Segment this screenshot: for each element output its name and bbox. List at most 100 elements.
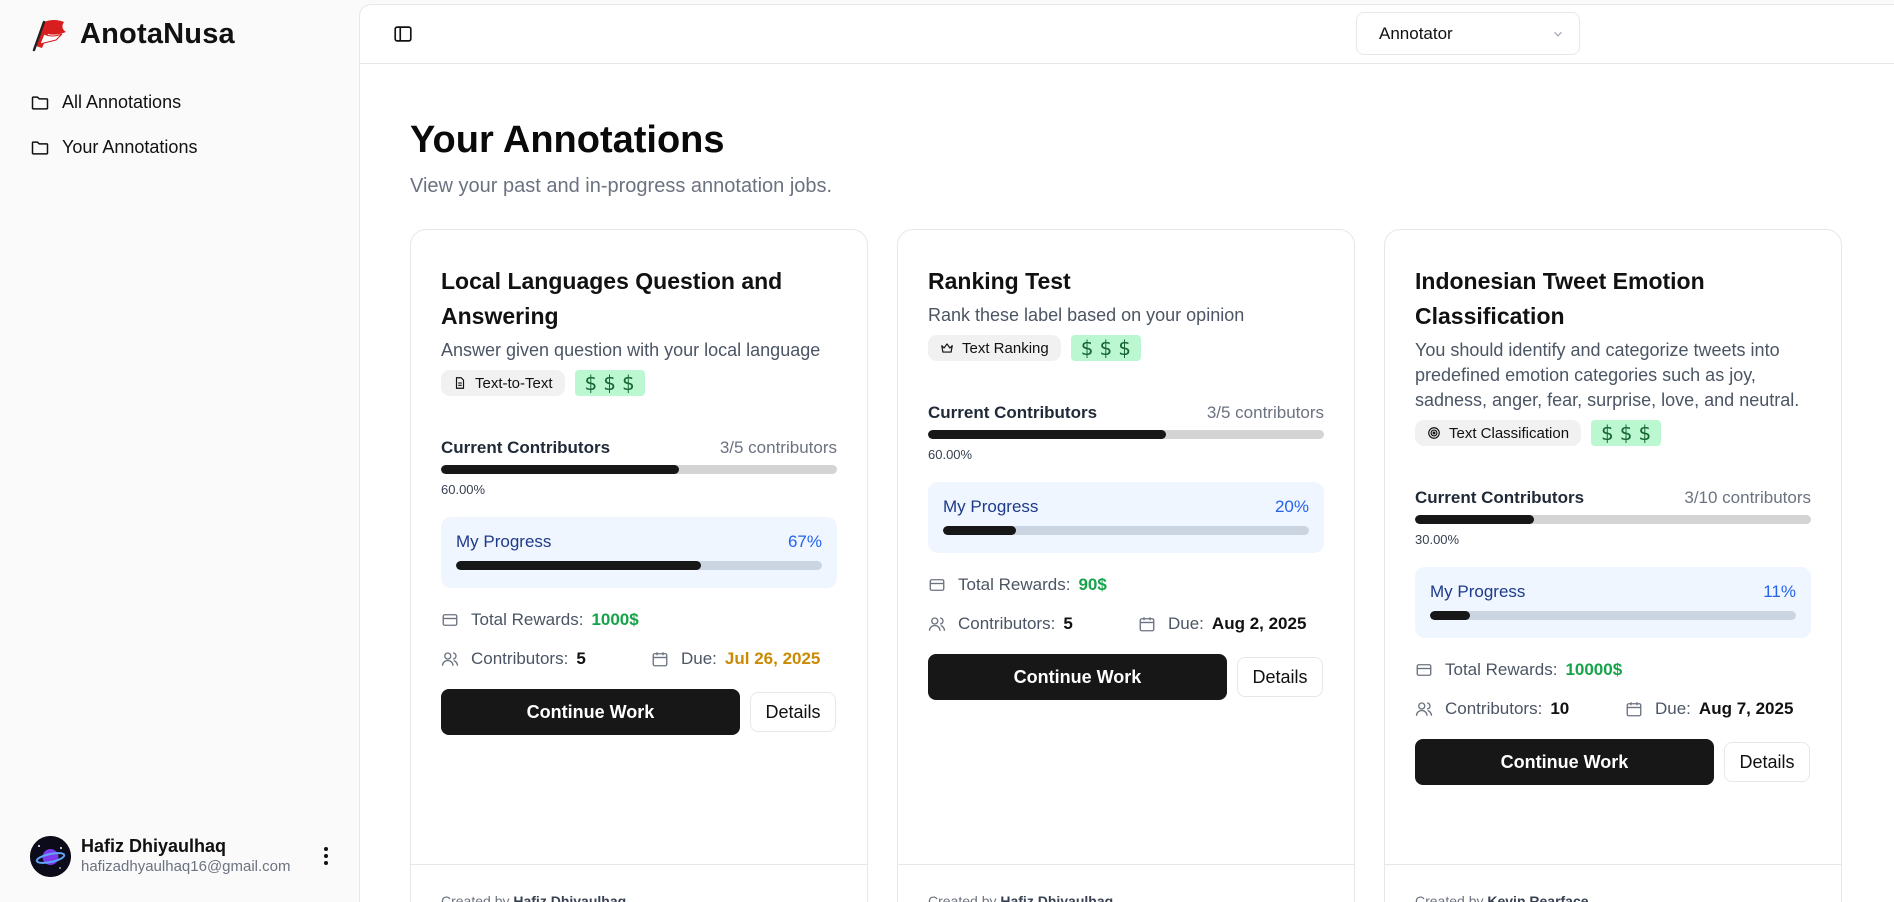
card-title: Ranking Test xyxy=(928,268,1071,294)
progress-bar xyxy=(1430,611,1796,620)
my-progress-box: My Progress 20% xyxy=(928,482,1324,553)
due-value: Aug 7, 2025 xyxy=(1698,699,1794,718)
task-type-label: Text Classification xyxy=(1449,424,1570,442)
progress-value: 67% xyxy=(787,532,822,551)
annotation-card: Ranking Test Rank these label based on y… xyxy=(897,229,1355,902)
bar-fill xyxy=(441,465,679,474)
card-title: Indonesian Tweet Emotion Classification xyxy=(1415,268,1705,329)
contributors-meta-value: 5 xyxy=(576,649,586,668)
contributors-bar xyxy=(1415,515,1811,524)
rewards-label: Total Rewards: xyxy=(471,610,584,629)
bar-fill xyxy=(928,430,1166,439)
continue-work-button[interactable]: Continue Work xyxy=(928,654,1227,700)
sidebar-item-all-annotations[interactable]: All Annotations xyxy=(30,80,197,125)
progress-label: My Progress xyxy=(1430,582,1526,601)
more-vertical-icon[interactable] xyxy=(314,844,338,868)
sidebar-nav: All Annotations Your Annotations xyxy=(30,80,197,170)
annotation-card: Local Languages Question and Answering A… xyxy=(410,229,868,902)
flag-logo-icon xyxy=(32,20,66,52)
user-text: Hafiz Dhiyaulhaq hafizadhyaulhaq16@gmail… xyxy=(81,835,314,877)
credit-card-icon xyxy=(442,614,458,626)
contributors-percent: 30.00% xyxy=(1415,532,1460,547)
card-footer: Created by Kevin Rearface xyxy=(1385,864,1841,902)
contributors-label: Current Contributors xyxy=(928,403,1098,422)
rewards-label: Total Rewards: xyxy=(1445,660,1558,679)
continue-work-button[interactable]: Continue Work xyxy=(1415,739,1714,785)
card-description: You should identify and categorize tweet… xyxy=(1415,340,1800,410)
page-subtitle: View your past and in-progress annotatio… xyxy=(410,175,833,197)
my-progress-box: My Progress 11% xyxy=(1415,567,1811,638)
progress-bar xyxy=(943,526,1309,535)
created-by-prefix: Created by xyxy=(1415,893,1484,902)
dollar-icon: $ xyxy=(1080,336,1094,360)
main-content: Annotator Your Annotations View your pas… xyxy=(359,4,1894,902)
annotation-card: Indonesian Tweet Emotion Classification … xyxy=(1384,229,1842,902)
sidebar: AnotaNusa All Annotations Your Annotatio… xyxy=(0,0,358,902)
role-select[interactable]: Annotator xyxy=(1356,12,1580,55)
details-button[interactable]: Details xyxy=(1237,657,1323,697)
crown-icon xyxy=(941,343,953,353)
users-icon xyxy=(441,652,459,666)
users-icon xyxy=(928,617,946,631)
reward-level-tag: $ $ $ xyxy=(1591,420,1662,446)
task-type-tag: Text-to-Text xyxy=(441,370,565,396)
contributors-percent: 60.00% xyxy=(441,482,486,497)
user-email: hafizadhyaulhaq16@gmail.com xyxy=(81,858,291,875)
calendar-icon xyxy=(652,652,668,667)
dollar-icon: $ xyxy=(1619,421,1633,445)
continue-work-button[interactable]: Continue Work xyxy=(441,689,740,735)
bar-fill xyxy=(456,561,702,570)
created-by: Created by Hafiz Dhiyaulhaq xyxy=(441,893,626,902)
due-value: Jul 26, 2025 xyxy=(724,649,821,668)
due-label: Due: xyxy=(681,649,717,668)
created-by-name: Hafiz Dhiyaulhaq xyxy=(1000,893,1114,902)
dollar-icon: $ xyxy=(1099,336,1113,360)
task-type-tag: Text Classification xyxy=(1415,420,1582,446)
sidebar-item-label: Your Annotations xyxy=(62,137,198,157)
created-by-prefix: Created by xyxy=(441,893,510,902)
due-label: Due: xyxy=(1168,614,1204,633)
details-button[interactable]: Details xyxy=(1724,742,1810,782)
credit-card-icon xyxy=(929,579,945,591)
dollar-icon: $ xyxy=(584,371,598,395)
contributors-bar xyxy=(928,430,1324,439)
contributors-meta-value: 10 xyxy=(1550,699,1570,718)
card-title: Local Languages Question and Answering xyxy=(441,268,783,329)
contributors-count: 3/5 contributors xyxy=(1206,403,1324,422)
contributors-count: 3/5 contributors xyxy=(719,438,837,457)
contributors-percent: 60.00% xyxy=(928,447,973,462)
brand[interactable]: AnotaNusa xyxy=(30,16,235,52)
rewards-value: 90$ xyxy=(1078,575,1107,594)
contributors-meta-value: 5 xyxy=(1063,614,1073,633)
sidebar-item-your-annotations[interactable]: Your Annotations xyxy=(30,125,197,170)
task-type-label: Text-to-Text xyxy=(475,374,553,392)
contributors-label: Current Contributors xyxy=(441,438,611,457)
chevron-down-icon xyxy=(1554,31,1562,37)
created-by: Created by Hafiz Dhiyaulhaq xyxy=(928,893,1113,902)
contributors-meta-label: Contributors: xyxy=(958,614,1056,633)
contributors-count: 3/10 contributors xyxy=(1684,488,1811,507)
calendar-icon xyxy=(1139,617,1155,632)
details-button[interactable]: Details xyxy=(750,692,836,732)
credit-card-icon xyxy=(1416,664,1432,676)
contributors-meta-label: Contributors: xyxy=(471,649,569,668)
rewards-value: 10000$ xyxy=(1565,660,1623,679)
dollar-icon: $ xyxy=(603,371,616,395)
progress-value: 11% xyxy=(1763,582,1796,601)
progress-value: 20% xyxy=(1274,497,1309,516)
contributors-meta-label: Contributors: xyxy=(1445,699,1543,718)
target-icon xyxy=(1428,427,1440,439)
folder-icon xyxy=(31,140,49,155)
folder-icon xyxy=(31,95,49,110)
task-type-tag: Text Ranking xyxy=(928,335,1061,361)
dollar-icon: $ xyxy=(1118,336,1131,360)
progress-label: My Progress xyxy=(456,532,552,551)
progress-bar xyxy=(456,561,822,570)
sidebar-toggle-icon[interactable] xyxy=(392,23,414,45)
due-value: Aug 2, 2025 xyxy=(1211,614,1307,633)
card-description: Rank these label based on your opinion xyxy=(928,305,1245,325)
contributors-label: Current Contributors xyxy=(1415,488,1585,507)
user-profile[interactable]: Hafiz Dhiyaulhaq hafizadhyaulhaq16@gmail… xyxy=(30,834,338,878)
topbar: Annotator xyxy=(360,5,1894,64)
progress-label: My Progress xyxy=(943,497,1039,516)
